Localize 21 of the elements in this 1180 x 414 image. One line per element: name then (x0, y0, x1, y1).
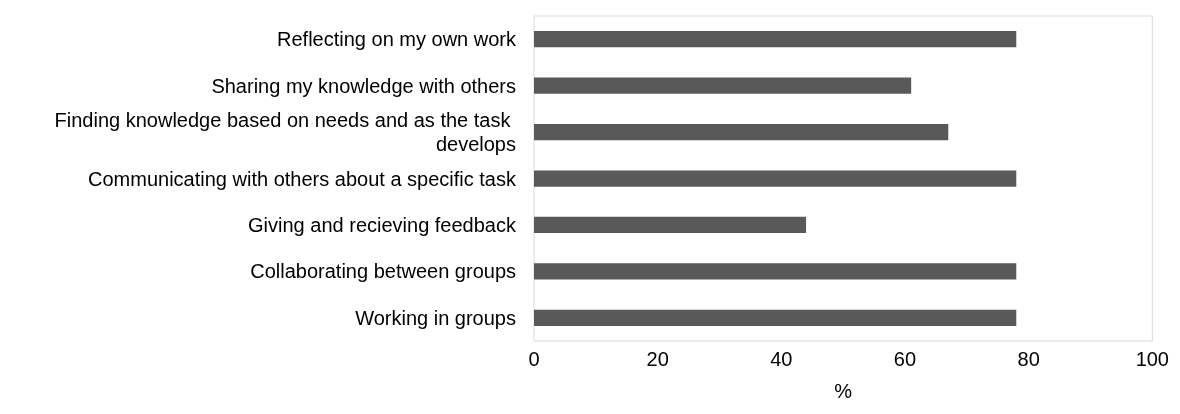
x-tick-label: 60 (893, 348, 917, 370)
bar (534, 263, 1017, 280)
bar (534, 123, 949, 141)
x-tick-label: 0 (528, 348, 540, 370)
y-tick-label: Collaborating between groups (250, 260, 516, 283)
bar (534, 77, 912, 94)
x-tick-label: 40 (770, 348, 793, 370)
y-tick-label: Finding knowledge based on needs and as the task develops (54, 109, 516, 156)
y-tick-label: Sharing my knowledge with others (211, 74, 516, 97)
bar (534, 170, 1017, 187)
y-tick-label: Communicating with others about a specific task (88, 167, 517, 190)
y-tick-label: Working in groups (355, 306, 516, 329)
bar (534, 31, 1017, 48)
x-tick-label: 80 (1017, 348, 1040, 370)
bar (534, 216, 807, 234)
x-tick-label: 20 (646, 348, 669, 370)
bar (534, 309, 1017, 326)
x-tick-label: 100 (1135, 348, 1169, 370)
y-tick-label: Reflecting on my own work (277, 28, 517, 51)
x-axis-title: % (834, 380, 853, 402)
y-tick-label: Giving and recieving feedback (248, 213, 517, 236)
